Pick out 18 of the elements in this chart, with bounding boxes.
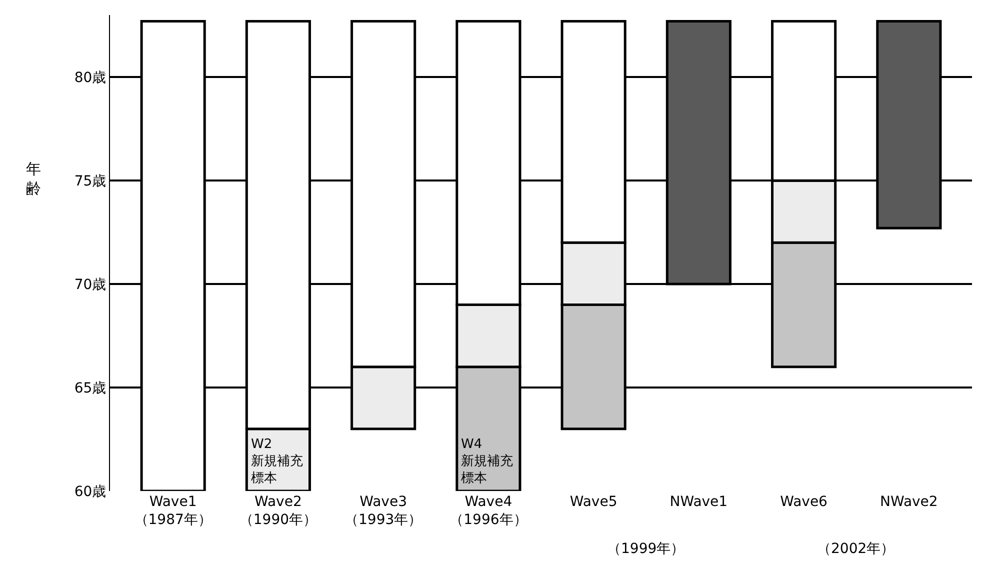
y-tick-label: 65歳 — [74, 380, 106, 396]
y-tick-label: 60歳 — [74, 484, 106, 500]
x-tick-label: Wave3 （1993年） — [344, 494, 422, 528]
x-tick-label: NWave2 — [880, 494, 938, 510]
x-tick-label: Wave2 （1990年） — [239, 494, 318, 528]
x-tick-label: NWave1 — [670, 494, 728, 510]
x-tick-label: Wave1 （1987年） — [134, 494, 212, 528]
x-tick-label: Wave4 （1996年） — [450, 494, 528, 528]
y-tick-label: 80歳 — [74, 70, 106, 86]
y-tick-label: 70歳 — [74, 276, 106, 293]
annotation: W2 新規補充標本 — [251, 437, 303, 486]
y-axis-title: 年齢 — [26, 160, 41, 198]
annotation: W4 新規補充標本 — [461, 437, 513, 486]
x-tick-label: Wave6 — [780, 494, 828, 510]
x-tick-label: Wave5 — [570, 494, 618, 510]
text: （1999年） — [607, 541, 685, 557]
y-tick-label: 75歳 — [74, 173, 106, 190]
text: （2002年） — [817, 541, 895, 557]
